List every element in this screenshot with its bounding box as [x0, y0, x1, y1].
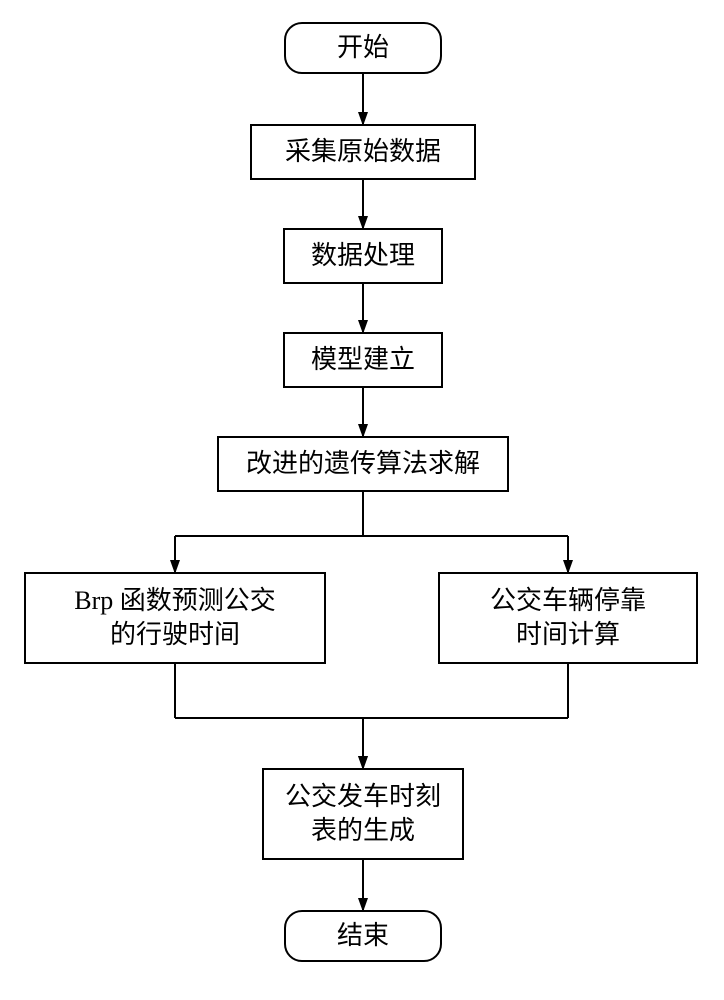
node-label: 采集原始数据 [285, 135, 441, 169]
node-label: 模型建立 [311, 343, 415, 377]
flowchart-canvas: 开始 采集原始数据 数据处理 模型建立 改进的遗传算法求解 Brp 函数预测公交… [0, 0, 724, 1000]
node-label: 公交发车时刻 表的生成 [285, 780, 441, 848]
node-label: 改进的遗传算法求解 [246, 447, 480, 481]
node-ga: 改进的遗传算法求解 [217, 436, 509, 492]
node-schedule: 公交发车时刻 表的生成 [262, 768, 464, 860]
node-label: 公交车辆停靠 时间计算 [490, 584, 646, 652]
node-model: 模型建立 [283, 332, 443, 388]
node-label: Brp 函数预测公交 的行驶时间 [74, 584, 276, 652]
node-stop: 公交车辆停靠 时间计算 [438, 572, 698, 664]
node-label: 数据处理 [311, 239, 415, 273]
node-process: 数据处理 [283, 228, 443, 284]
node-end: 结束 [284, 910, 442, 962]
node-brp: Brp 函数预测公交 的行驶时间 [24, 572, 326, 664]
node-start: 开始 [284, 22, 442, 74]
node-label: 结束 [337, 919, 389, 953]
node-label: 开始 [337, 31, 389, 65]
node-collect: 采集原始数据 [250, 124, 476, 180]
